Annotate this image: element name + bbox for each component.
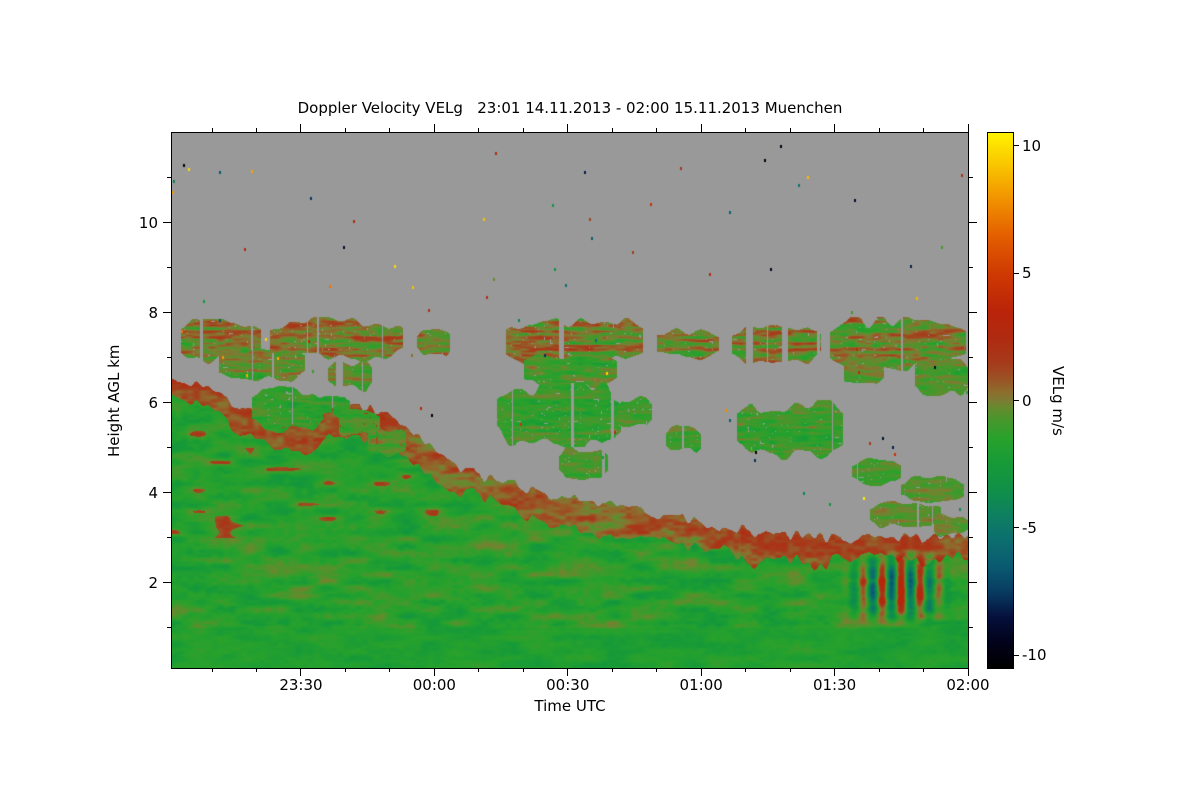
y-minor-tick-right: [968, 627, 973, 629]
y-tick-label: 4: [148, 483, 158, 502]
x-major-tick-top: [567, 124, 569, 132]
x-minor-tick: [789, 668, 791, 672]
x-tick-label: 01:30: [812, 676, 857, 694]
x-major-tick-top: [967, 124, 969, 132]
x-minor-tick-top: [878, 128, 880, 132]
x-major-tick: [433, 668, 435, 676]
y-major-tick-right: [968, 222, 977, 224]
x-minor-tick-top: [923, 128, 925, 132]
colorbar-tick: [1013, 527, 1019, 529]
x-major-tick-top: [433, 124, 435, 132]
y-minor-tick: [167, 267, 172, 269]
x-major-tick: [567, 668, 569, 676]
y-minor-tick: [167, 627, 172, 629]
x-tick-label: 00:00: [412, 676, 456, 694]
x-tick-label: 23:30: [279, 676, 323, 694]
y-minor-tick-right: [968, 447, 973, 449]
y-minor-tick-right: [968, 267, 973, 269]
colorbar-label: VELg m/s: [1049, 365, 1067, 436]
colorbar-tick-label: 10: [1022, 136, 1042, 155]
x-tick-label: 02:00: [946, 676, 990, 694]
y-tick-label: 2: [148, 573, 158, 592]
x-minor-tick-top: [656, 128, 658, 132]
y-major-tick-right: [968, 312, 977, 314]
x-tick-label: 00:30: [546, 676, 590, 694]
y-major-tick: [163, 402, 172, 404]
x-minor-tick: [745, 668, 747, 672]
y-minor-tick: [167, 537, 172, 539]
x-minor-tick-top: [478, 128, 480, 132]
colorbar-tick: [1013, 272, 1019, 274]
x-major-tick-top: [300, 124, 302, 132]
colorbar-tick: [1013, 400, 1019, 401]
x-minor-tick: [478, 668, 480, 672]
y-major-tick: [163, 312, 172, 314]
x-minor-tick-top: [211, 128, 213, 132]
x-minor-tick-top: [789, 128, 791, 132]
y-minor-tick: [167, 357, 172, 359]
heatmap-canvas: [172, 133, 968, 668]
colorbar-tick: [1013, 654, 1019, 656]
y-major-tick: [163, 582, 172, 584]
x-major-tick-top: [834, 124, 836, 132]
y-major-tick: [163, 222, 172, 224]
y-major-tick-right: [968, 492, 977, 494]
y-tick-label: 8: [148, 303, 158, 322]
x-minor-tick: [656, 668, 658, 672]
x-major-tick: [967, 668, 969, 676]
x-major-tick: [300, 668, 302, 676]
x-minor-tick: [255, 668, 257, 672]
y-tick-label: 10: [138, 213, 158, 232]
colorbar-tick-label: 5: [1022, 264, 1032, 283]
x-major-tick: [700, 668, 702, 676]
y-tick-label: 6: [148, 393, 158, 412]
x-minor-tick: [878, 668, 880, 672]
y-minor-tick-right: [968, 177, 973, 179]
y-major-tick-right: [968, 582, 977, 584]
x-minor-tick: [611, 668, 613, 672]
x-major-tick: [834, 668, 836, 676]
y-major-tick: [163, 492, 172, 494]
chart-title: Doppler Velocity VELg 23:01 14.11.2013 -…: [297, 99, 843, 117]
x-minor-tick-top: [745, 128, 747, 132]
y-minor-tick-right: [968, 537, 973, 539]
x-minor-tick-top: [344, 128, 346, 132]
x-minor-tick: [344, 668, 346, 672]
x-minor-tick: [923, 668, 925, 672]
colorbar-tick: [1013, 145, 1019, 147]
plot-area: [171, 132, 969, 669]
x-minor-tick-top: [522, 128, 524, 132]
x-minor-tick-top: [255, 128, 257, 132]
x-minor-tick-top: [389, 128, 391, 132]
x-minor-tick-top: [611, 128, 613, 132]
colorbar-tick-label: 0: [1022, 391, 1032, 410]
x-axis-label: Time UTC: [534, 697, 606, 715]
x-tick-label: 01:00: [679, 676, 723, 694]
y-major-tick-right: [968, 402, 977, 404]
y-minor-tick: [167, 177, 172, 179]
y-minor-tick-right: [968, 357, 973, 359]
y-minor-tick: [167, 447, 172, 449]
x-minor-tick: [389, 668, 391, 672]
x-minor-tick: [522, 668, 524, 672]
colorbar-gradient: [987, 132, 1014, 669]
colorbar-tick-label: -5: [1022, 518, 1037, 537]
x-major-tick-top: [700, 124, 702, 132]
colorbar-tick-label: -10: [1022, 646, 1047, 665]
x-minor-tick: [211, 668, 213, 672]
